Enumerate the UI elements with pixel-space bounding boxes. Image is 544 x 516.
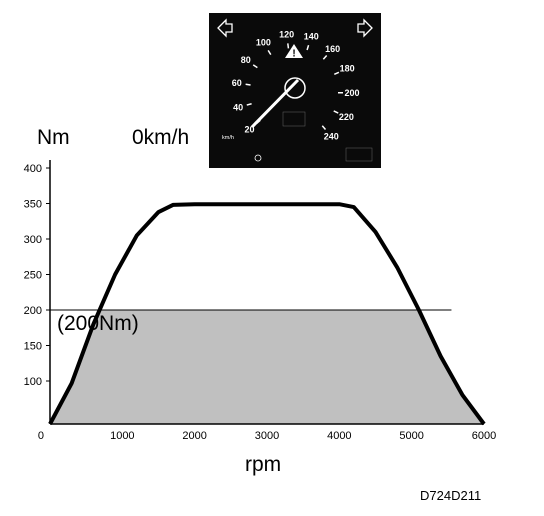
gauge-number: 120: [279, 29, 294, 39]
torque-chart: 0 1000 2000 3000 4000 5000 6000 100 150 200 250 30…: [24, 126, 497, 503]
x-axis-label: rpm: [245, 453, 281, 476]
figure-code: D724D211: [420, 488, 481, 503]
speed-label: 0km/h: [132, 126, 189, 149]
gauge-tick: [322, 54, 328, 60]
warning-icon: [285, 44, 303, 58]
x-tick-label: 0: [38, 430, 44, 442]
limit-label: (200Nm): [57, 312, 139, 335]
gauge-number: 140: [304, 32, 319, 42]
x-tick-label: 4000: [327, 430, 351, 442]
warning-symbol: !: [292, 49, 295, 60]
y-tick-label: 400: [24, 163, 42, 175]
speed-unit-label: km/h: [222, 135, 234, 141]
gauge-tick: [306, 44, 310, 51]
indicator-lamp-icon: [254, 154, 262, 162]
gauge-number: 40: [233, 102, 243, 112]
gauge-number: 100: [256, 38, 271, 48]
gauge-number: 200: [344, 88, 359, 98]
y-ticks: 100 150 200 250 300 350 400: [24, 163, 50, 388]
y-tick-label: 350: [24, 199, 42, 211]
x-tick-label: 6000: [472, 430, 496, 442]
y-tick-label: 200: [24, 305, 42, 317]
x-tick-label: 3000: [255, 430, 279, 442]
x-ticks: 0 1000 2000 3000 4000 5000 6000: [38, 430, 496, 442]
gauge-number: 180: [340, 64, 355, 74]
gauge-tick: [333, 110, 339, 114]
gauge-tick: [287, 43, 290, 49]
odometer-display: [282, 111, 306, 127]
gauge-tick: [267, 49, 272, 56]
speedometer-panel: [209, 13, 381, 168]
gauge-hub: [284, 77, 306, 99]
gauge-tick: [321, 125, 327, 131]
y-axis-label: Nm: [37, 126, 70, 149]
right-arrow-icon: [357, 18, 373, 38]
y-tick-label: 150: [24, 341, 42, 353]
x-tick-label: 2000: [182, 430, 206, 442]
y-tick-label: 300: [24, 234, 42, 246]
left-arrow-icon: [217, 18, 233, 38]
torque-limit-area: [50, 310, 484, 424]
gauge-number: 240: [324, 131, 339, 141]
gauge-tick: [252, 64, 258, 69]
gauge-number: 20: [245, 124, 255, 134]
gauge-number: 80: [241, 55, 251, 65]
y-tick-label: 250: [24, 270, 42, 282]
gauge-number: 60: [232, 78, 242, 88]
x-tick-label: 5000: [399, 430, 423, 442]
y-tick-label: 100: [24, 376, 42, 388]
torque-curve: [48, 202, 486, 426]
gauge-number: 160: [325, 44, 340, 54]
gauge-needle: [250, 78, 300, 129]
gauge-tick: [245, 83, 251, 86]
gauge-tick: [334, 71, 340, 76]
x-tick-label: 1000: [110, 430, 134, 442]
gauge-tick: [246, 103, 252, 106]
trip-display: [345, 147, 373, 162]
gauge-number: 220: [339, 112, 354, 122]
